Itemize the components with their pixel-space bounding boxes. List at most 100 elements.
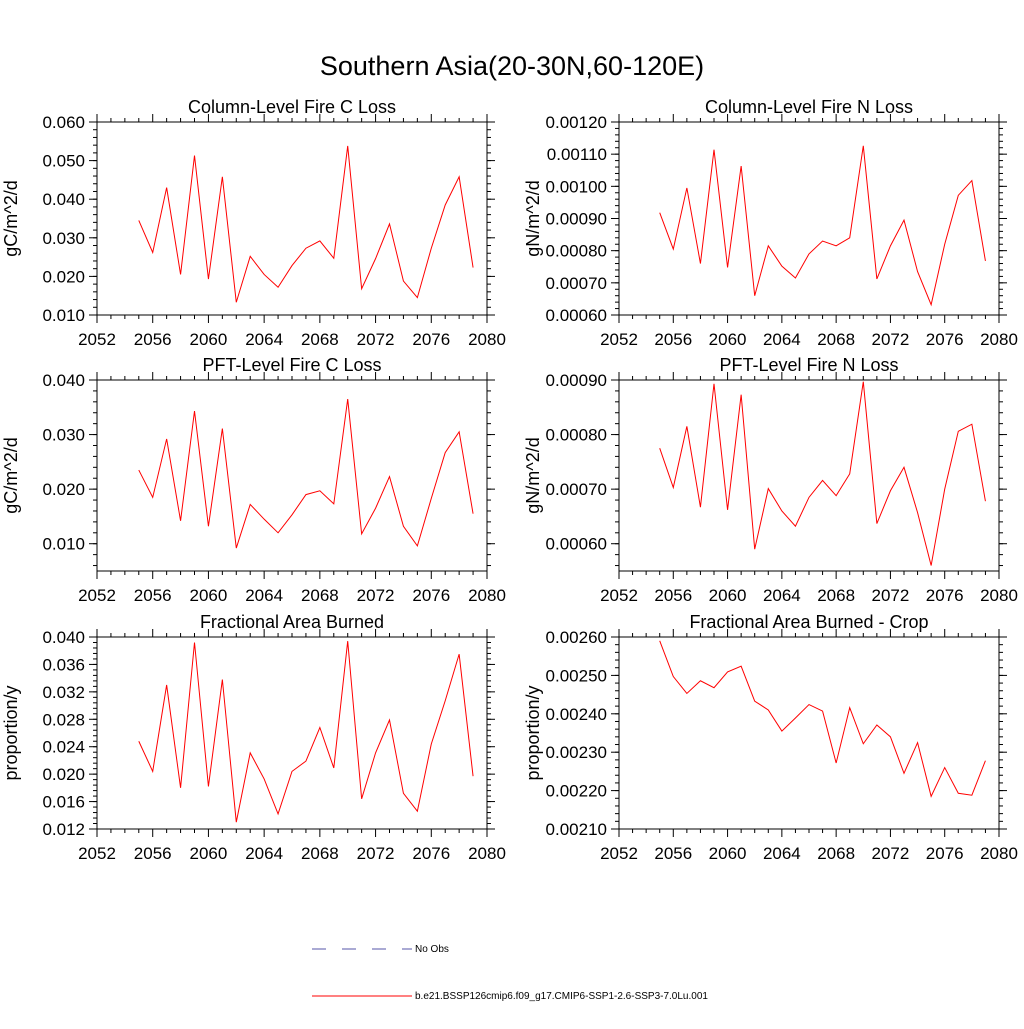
panel-title: Column-Level Fire C Loss [188,97,396,117]
x-tick-label: 2056 [654,844,692,863]
x-tick-label: 2056 [654,586,692,605]
series-line [659,145,986,307]
x-tick-label: 2080 [980,330,1018,349]
chart-panel: Fractional Area Burned proportion/y 2052 20… [1,612,506,863]
x-tick-label: 2080 [468,330,506,349]
y-tick-label: 0.060 [42,113,85,132]
y-tick-label: 0.00220 [546,782,607,801]
x-tick-label: 2076 [412,844,450,863]
x-tick-label: 2064 [245,844,283,863]
x-tick-label: 2064 [763,586,801,605]
y-tick-label: 0.00090 [546,210,607,229]
x-tick-label: 2068 [817,330,855,349]
x-tick-label: 2072 [872,586,910,605]
x-tick-label: 2076 [412,330,450,349]
y-tick-label: 0.00100 [546,177,607,196]
y-tick-label: 0.020 [42,267,85,286]
x-tick-label: 2080 [468,844,506,863]
x-tick-label: 2080 [980,844,1018,863]
plot-frame [618,636,1000,830]
y-axis-label: proportion/y [1,685,21,780]
y-tick-label: 0.00260 [546,628,607,647]
x-tick-label: 2060 [190,330,228,349]
legend-label-model: b.e21.BSSP126cmip6.f09_g17.CMIP6-SSP1-2.… [415,991,708,1002]
y-axis-label: proportion/y [523,685,543,780]
y-axis-label: gN/m^2/d [523,437,543,513]
chart-panel: Column-Level Fire N Loss gN/m^2/d 2052 2056… [523,97,1018,349]
x-tick-label: 2064 [763,330,801,349]
y-tick-label: 0.00240 [546,705,607,724]
y-axis-label: gC/m^2/d [1,437,21,513]
y-axis-label: gN/m^2/d [523,180,543,256]
panel-title: Fractional Area Burned [200,612,384,632]
x-tick-label: 2072 [357,844,395,863]
panel-title: PFT-Level Fire N Loss [719,355,898,375]
series-line [138,399,474,549]
x-tick-label: 2052 [600,330,638,349]
x-tick-label: 2056 [134,586,172,605]
plot-frame [96,379,488,572]
x-tick-label: 2068 [301,586,339,605]
series-line [659,381,986,566]
x-tick-label: 2072 [872,844,910,863]
y-tick-label: 0.00210 [546,820,607,839]
series-line [138,145,474,303]
x-tick-label: 2056 [654,330,692,349]
y-tick-label: 0.032 [42,683,85,702]
x-tick-label: 2056 [134,330,172,349]
x-tick-label: 2072 [872,330,910,349]
y-tick-label: 0.00080 [546,426,607,445]
chart-panels: Column-Level Fire C Loss gC/m^2/d 2052 2056… [1,97,1018,863]
y-tick-label: 0.040 [42,190,85,209]
x-tick-label: 2060 [190,586,228,605]
y-tick-label: 0.00060 [546,306,607,325]
y-tick-label: 0.040 [42,371,85,390]
x-tick-label: 2064 [763,844,801,863]
y-tick-label: 0.00120 [546,113,607,132]
plot-frame [96,636,488,830]
y-tick-label: 0.016 [42,793,85,812]
series-line [138,641,474,823]
y-tick-label: 0.012 [42,820,85,839]
y-tick-label: 0.010 [42,306,85,325]
panel-title: Column-Level Fire N Loss [705,97,913,117]
series-line [659,640,986,798]
y-tick-label: 0.028 [42,710,85,729]
x-tick-label: 2060 [190,844,228,863]
x-tick-label: 2060 [709,586,747,605]
x-tick-label: 2068 [301,844,339,863]
x-tick-label: 2052 [600,844,638,863]
x-tick-label: 2068 [301,330,339,349]
y-tick-label: 0.036 [42,655,85,674]
y-tick-label: 0.00110 [547,145,607,164]
x-tick-label: 2064 [245,586,283,605]
y-tick-label: 0.024 [42,738,85,757]
y-tick-label: 0.00060 [546,535,607,554]
y-axis-label: gC/m^2/d [1,180,21,256]
x-tick-label: 2052 [600,586,638,605]
x-tick-label: 2076 [412,586,450,605]
y-tick-label: 0.030 [42,229,85,248]
x-tick-label: 2076 [926,844,964,863]
y-tick-label: 0.020 [42,480,85,499]
y-tick-label: 0.020 [42,765,85,784]
x-tick-label: 2052 [78,330,116,349]
y-tick-label: 0.00250 [546,666,607,685]
plot-frame [96,121,488,316]
x-tick-label: 2060 [709,844,747,863]
chart-panel: Column-Level Fire C Loss gC/m^2/d 2052 2056… [1,97,506,349]
plot-frame [618,121,1000,316]
x-tick-label: 2072 [357,586,395,605]
chart-panel: Fractional Area Burned - Crop proportion/… [523,612,1018,863]
x-tick-label: 2068 [817,586,855,605]
y-tick-label: 0.00230 [546,743,607,762]
y-tick-label: 0.050 [42,152,85,171]
x-tick-label: 2064 [245,330,283,349]
x-tick-label: 2080 [468,586,506,605]
x-tick-label: 2052 [78,844,116,863]
x-tick-label: 2072 [357,330,395,349]
chart-panel: PFT-Level Fire C Loss gC/m^2/d 2052 2056 206… [1,355,506,605]
legend: No Obs b.e21.BSSP126cmip6.f09_g17.CMIP6-… [312,944,708,1002]
